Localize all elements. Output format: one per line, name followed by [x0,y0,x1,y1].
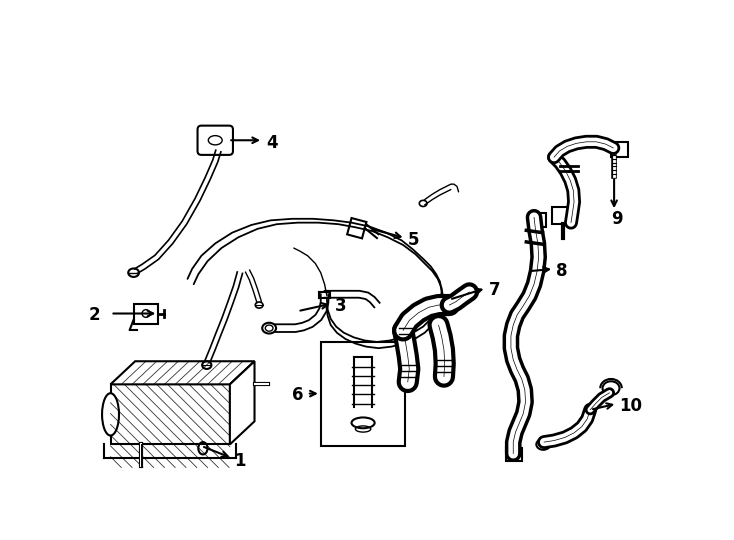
Text: 10: 10 [619,397,642,415]
Bar [552,207,575,224]
Text: 7: 7 [490,281,501,299]
Polygon shape [111,384,230,444]
Text: 1: 1 [234,453,246,470]
Text: 8: 8 [556,262,568,280]
Text: 3: 3 [335,297,346,315]
Bar [611,142,628,157]
Bar [134,303,159,323]
Text: 5: 5 [408,231,419,249]
Text: 9: 9 [611,210,622,228]
Bar [506,448,523,461]
Polygon shape [230,361,255,444]
Text: 6: 6 [292,386,304,404]
Text: 4: 4 [266,133,277,152]
Bar [321,342,405,446]
Bar [347,218,366,238]
Bar [528,213,545,226]
Polygon shape [111,361,255,384]
Text: 2: 2 [89,306,101,324]
Ellipse shape [102,393,119,436]
